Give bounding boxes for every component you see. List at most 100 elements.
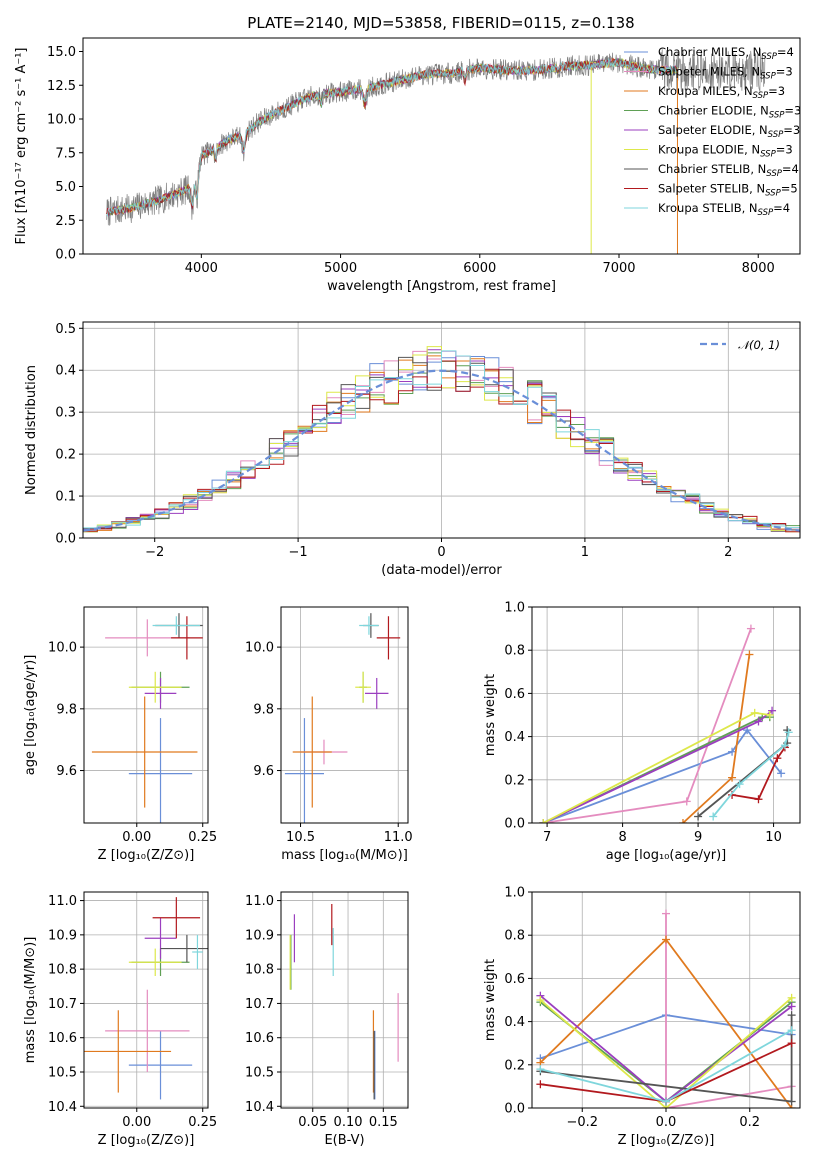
weight-marker [746,624,755,633]
x-tick-label: 6000 [463,261,496,276]
y-tick-label: 0.8 [504,929,525,944]
histograms [83,346,800,533]
y-tick-label: 10.0 [47,113,76,128]
x-tick-label: 0.25 [188,1115,217,1130]
y-tick-label: 10.0 [48,641,77,656]
legend-label: Chabrier STELIB, NSSP=4 [658,162,799,179]
axes-frame [83,891,209,1109]
legend-label-sub: SSP [769,111,785,121]
weight-marker [765,711,774,719]
y-tick-label: 0.2 [55,448,76,463]
axes-frame [280,891,409,1109]
y-axis-label: mass weight [483,674,498,756]
errorbar-point [91,696,198,808]
legend-label-main: Chabrier STELIB, N [658,162,766,176]
y-tick-label: 10.4 [245,1100,274,1115]
errorbar-point [144,677,177,709]
legend-label: Kroupa MILES, NSSP=3 [658,84,785,101]
y-tick-label: 15.0 [47,45,76,60]
x-tick-label: 8000 [742,261,775,276]
x-tick-label: 0.25 [188,830,217,845]
weight-marker [682,797,691,806]
y-tick-label: 0.4 [504,1015,525,1030]
z-mass-panel: 0.00 0.25 10.4 10.5 10.6 10.7 10.8 10.9 11.0 Z [l… [23,891,217,1148]
errorbar-point [160,934,208,963]
y-tick-label: 0.6 [504,972,525,987]
y-tick-label: 10.6 [48,1031,77,1046]
weight-marker [787,1011,796,1020]
errorbar-point [365,677,389,709]
legend-label-tail: =4 [782,162,799,176]
weight-marker [768,706,777,715]
legend-label: 𝒩(0, 1) [738,338,780,352]
weight-marker [754,717,763,726]
y-tick-label: 7.5 [55,146,76,161]
axes-frame [82,321,801,539]
legend-label: Chabrier MILES, NSSP=4 [658,45,794,62]
y-tick-label: 0.5 [55,322,76,337]
errorbar-point [292,696,332,808]
legend-label-sub: SSP [768,130,784,140]
legend-label-tail: =5 [781,182,798,196]
legend-label-main: Salpeter STELIB, N [658,182,765,196]
axes-frame [531,891,801,1109]
legend-label-sub: SSP [761,52,777,62]
legend-label-sub: SSP [760,72,776,82]
legend-label-tail: =3 [783,123,800,137]
x-tick-label: 0.00 [122,1115,151,1130]
axes-frame [82,37,801,255]
x-tick-label: 8 [618,830,626,845]
y-tick-label: 0.3 [55,406,76,421]
weight-marker [539,819,548,823]
weight-marker [750,708,759,717]
x-tick-label: 0.0 [656,1115,677,1130]
y-tick-label: 2.5 [55,214,76,229]
weight-marker [662,1097,670,1106]
errorbars [284,613,401,823]
y-axis-label: mass weight [483,959,498,1041]
legend-label-tail: =3 [768,84,785,98]
weight-marker [709,812,718,821]
x-tick-label: 10.5 [286,830,315,845]
legend-label: Kroupa STELIB, NSSP=4 [658,201,790,218]
legend-label: Salpeter ELODIE, NSSP=3 [658,123,800,140]
weight-line [539,997,793,1108]
legend-label: Salpeter MILES, NSSP=3 [658,65,793,82]
x-axis-label: Z [log₁₀(Z/Z⊙)] [618,1133,715,1148]
spectrum-lines [106,48,766,254]
x-axis-label: age [log₁₀(age/yr)] [606,848,727,863]
x-tick-label: 0.15 [369,1115,398,1130]
x-tick-label: 11.0 [384,830,413,845]
y-tick-label: 9.8 [56,702,77,717]
weight-line [712,732,790,818]
x-tick-label: −1 [289,545,308,560]
errorbar-point [152,616,201,635]
legend-label-tail: =3 [784,104,801,118]
y-tick-label: 0.6 [504,687,525,702]
legend-label-main: Kroupa MILES, N [658,84,753,98]
gaussian-curve [83,369,800,532]
x-tick-label: 10 [765,830,782,845]
weight-lines [536,909,796,1108]
weight-marker [787,993,796,1002]
y-tick-label: 5.0 [55,180,76,195]
errorbars [289,904,399,1100]
weight-marker [536,1065,545,1074]
y-tick-label: 12.5 [47,79,76,94]
y-tick-label: 10.6 [245,1031,274,1046]
legend-label-main: Chabrier ELODIE, N [658,104,769,118]
x-tick-label: −0.2 [566,1115,598,1130]
errorbars [84,897,208,1100]
weight-marker [728,747,737,756]
y-tick-label: 11.0 [245,894,274,909]
age-weight-panel: 7 8 9 10 0.0 0.2 0.4 0.6 0.8 1.0 age [log₁₀(age/yr… [483,601,801,863]
x-tick-label: 0.00 [122,830,151,845]
y-axis-label: mass [log₁₀(M/M⊙)] [23,937,38,1064]
x-tick-label: 0.05 [298,1115,327,1130]
legend-label-sub: SSP [760,150,776,160]
weight-marker [735,780,744,789]
legend-label: Chabrier ELODIE, NSSP=3 [658,104,801,121]
errorbar-point [152,897,201,939]
weight-marker [678,819,687,823]
